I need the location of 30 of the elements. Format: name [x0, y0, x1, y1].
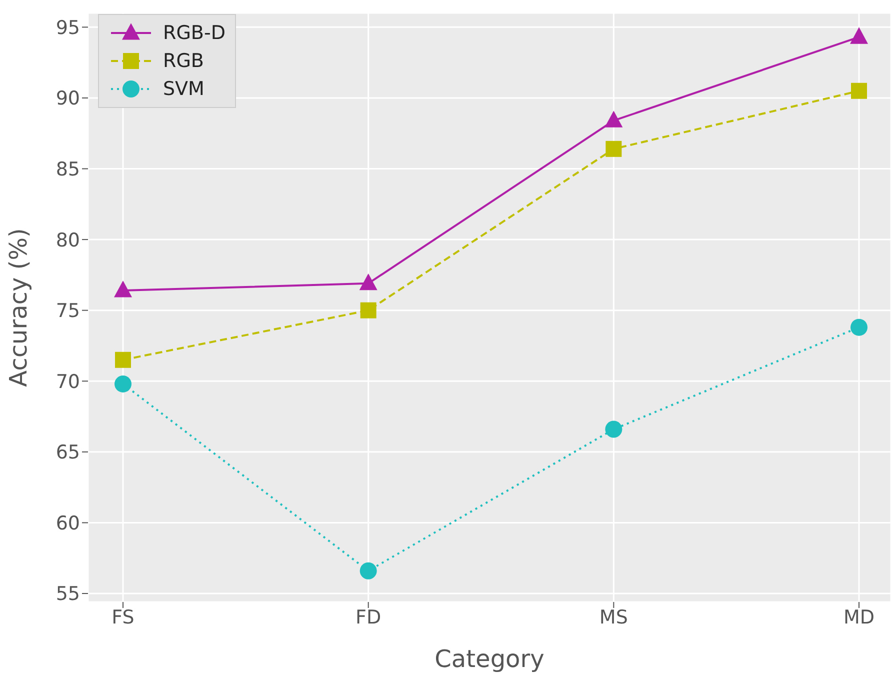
- y-tick-label: 65: [56, 442, 80, 464]
- point: [115, 352, 131, 368]
- y-tick-label: 90: [56, 88, 80, 110]
- y-tick-label: 85: [56, 158, 80, 180]
- point: [851, 82, 867, 99]
- y-axis-title: Accuracy (%): [4, 228, 33, 387]
- point: [604, 110, 623, 128]
- y-tick-label: 80: [56, 229, 80, 252]
- point: [360, 302, 376, 318]
- x-tick-label: MS: [599, 606, 628, 628]
- legend-label: SVM: [163, 77, 204, 102]
- y-tick-label: 95: [56, 16, 80, 39]
- point: [606, 140, 622, 157]
- point: [360, 562, 377, 580]
- point: [850, 27, 868, 44]
- point: [114, 280, 132, 298]
- x-tick-label: FS: [112, 606, 134, 628]
- x-tick-label: MD: [843, 606, 875, 628]
- legend-label: RGB: [163, 49, 204, 74]
- legend-label: RGB-D: [163, 21, 226, 46]
- point: [114, 375, 132, 392]
- x-axis-title: Category: [434, 645, 544, 673]
- y-tick-label: 60: [56, 512, 80, 534]
- point: [359, 274, 378, 290]
- y-tick-label: 75: [56, 300, 80, 322]
- y-tick-label: 70: [56, 370, 80, 393]
- x-tick-label: FD: [356, 606, 382, 628]
- point: [850, 318, 868, 336]
- point: [605, 420, 622, 438]
- y-tick-label: 55: [56, 583, 80, 606]
